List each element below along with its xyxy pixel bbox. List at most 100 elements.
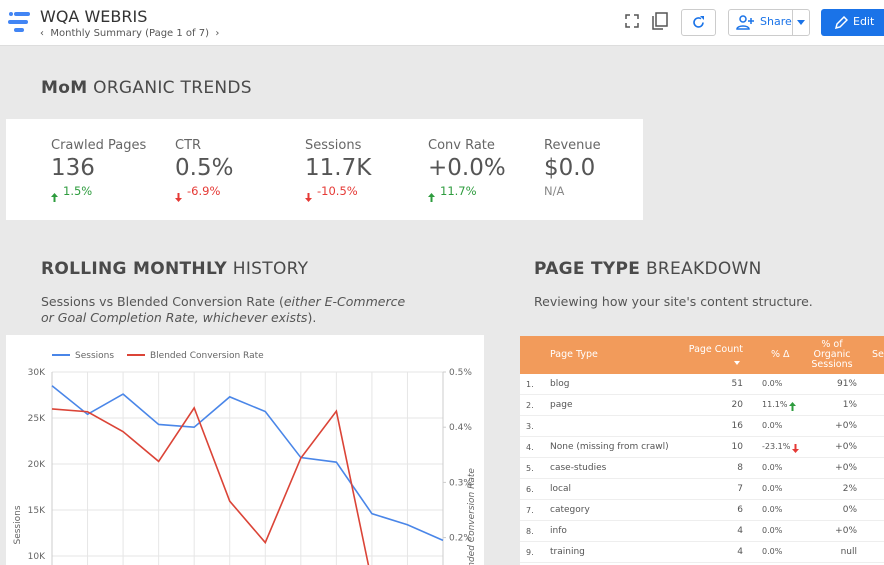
y-tick-label: 15K	[28, 506, 46, 516]
organic-share: 0%	[842, 505, 857, 515]
row-divider	[520, 436, 884, 437]
kpi-value: 0.5%	[175, 155, 234, 181]
fullscreen-icon[interactable]	[625, 14, 639, 28]
line-series	[51, 406, 370, 565]
page-count: 10	[731, 442, 743, 452]
y2-tick-label: 0.3%	[449, 478, 472, 488]
title-bold: MoM	[41, 78, 88, 98]
organic-share: +0%	[835, 526, 857, 536]
edit-label: Edit	[853, 15, 875, 28]
page-type: case-studies	[550, 463, 607, 473]
page-count: 7	[737, 484, 743, 494]
row-index: 6.	[526, 485, 534, 494]
organic-share: 91%	[836, 379, 857, 389]
subtitle-text: ).	[307, 310, 317, 325]
row-divider	[520, 541, 884, 542]
legend-label: Sessions	[75, 351, 114, 361]
page-count: 8	[737, 463, 743, 473]
y-axis-title: Sessions	[13, 505, 23, 544]
column-header[interactable]: Se	[872, 349, 884, 360]
share-button[interactable]: Share	[728, 9, 810, 36]
kpi-label: Revenue	[544, 138, 601, 153]
pct-change: 0.0%	[762, 379, 783, 388]
organic-share: 1%	[842, 400, 857, 410]
legend-label: Blended Conversion Rate	[150, 351, 264, 361]
y-tick-label: 20K	[28, 460, 46, 470]
kpi-value: 11.7K	[305, 155, 372, 181]
change-arrow	[51, 187, 58, 206]
pct-change: 0.0%	[762, 505, 783, 514]
y-tick-label: 25K	[28, 414, 46, 424]
column-header[interactable]: Page Count	[688, 344, 743, 355]
organic-share: null	[840, 547, 857, 557]
kpi-change: 1.5%	[63, 184, 93, 198]
section-subtitle: Sessions vs Blended Conversion Rate (eit…	[41, 294, 411, 326]
pct-change: -23.1%	[762, 442, 791, 451]
page-count: 6	[737, 505, 743, 515]
row-index: 1.	[526, 380, 534, 389]
title-bold: PAGE TYPE	[534, 259, 641, 279]
row-divider	[520, 415, 884, 416]
page-type: page	[550, 400, 573, 410]
change-arrow	[305, 187, 312, 206]
row-index: 8.	[526, 527, 534, 536]
pct-change: 0.0%	[762, 547, 783, 556]
subtitle-italic: either E-Commerce or Goal Completion Rat…	[41, 294, 406, 325]
pct-change: 0.0%	[762, 463, 783, 472]
y2-tick-label: 0.4%	[449, 423, 472, 433]
kpi-value: 136	[51, 155, 95, 181]
y2-tick-label: 0.5%	[449, 368, 472, 378]
y-tick-label: 10K	[28, 552, 46, 562]
page-count: 4	[737, 526, 743, 536]
subtitle-text: Sessions vs Blended Conversion Rate (	[41, 294, 284, 309]
kpi-label: CTR	[175, 138, 202, 153]
pct-change: 0.0%	[762, 526, 783, 535]
copy-icon[interactable]	[652, 12, 668, 30]
pct-change: 11.1%	[762, 400, 788, 409]
title-rest: HISTORY	[232, 259, 309, 279]
kpi-label: Sessions	[305, 138, 362, 153]
y2-axis-title: Blended Conversion Rate	[467, 468, 477, 565]
pct-change: 0.0%	[762, 421, 783, 430]
page-type: category	[550, 505, 590, 515]
pct-change: 0.0%	[762, 484, 783, 493]
page-type: None (missing from crawl)	[550, 442, 669, 452]
page-type: info	[550, 526, 567, 536]
change-arrow	[175, 187, 182, 206]
section-title: PAGE TYPE BREAKDOWN	[534, 259, 762, 279]
row-index: 2.	[526, 401, 534, 410]
column-header[interactable]: % Δ	[771, 349, 790, 360]
kpi-change: -10.5%	[317, 184, 358, 198]
kpi-value: $0.0	[544, 155, 596, 181]
edit-button[interactable]: Edit	[821, 9, 884, 36]
row-divider	[520, 394, 884, 395]
page-type: blog	[550, 379, 570, 389]
kpi-change: 11.7%	[440, 184, 477, 198]
row-divider	[520, 499, 884, 500]
report-title: WQA WEBRIS	[40, 7, 148, 26]
row-index: 3.	[526, 422, 534, 431]
page-nav[interactable]: ‹ Monthly Summary (Page 1 of 7) ›	[40, 28, 220, 39]
y-tick-label: 30K	[28, 368, 46, 378]
row-index: 7.	[526, 506, 534, 515]
column-header[interactable]: Page Type	[550, 349, 598, 360]
title-bold: ROLLING MONTHLY	[41, 259, 228, 279]
title-rest: ORGANIC TRENDS	[93, 78, 252, 98]
row-index: 5.	[526, 464, 534, 473]
kpi-label: Conv Rate	[428, 138, 495, 153]
section-subtitle: Reviewing how your site's content struct…	[534, 294, 813, 309]
top-bar: WQA WEBRIS ‹ Monthly Summary (Page 1 of …	[0, 0, 884, 46]
organic-share: +0%	[835, 421, 857, 431]
table: Page Type Page Count % Δ % of Organic Sessi…	[520, 336, 884, 565]
page-type: local	[550, 484, 571, 494]
row-divider	[520, 520, 884, 521]
column-header[interactable]: % of Organic Sessions	[811, 339, 853, 370]
page-count: 51	[731, 379, 743, 389]
refresh-button[interactable]	[681, 9, 716, 36]
trend-arrow	[792, 444, 799, 456]
change-arrow	[428, 187, 435, 206]
kpi-value: +0.0%	[428, 155, 506, 181]
section-title: ROLLING MONTHLY HISTORY	[41, 259, 308, 279]
chart: 10K 15K 20K 25K 30K 0.2% 0.3% 0.4% 0.5% Sessions B…	[6, 335, 484, 565]
